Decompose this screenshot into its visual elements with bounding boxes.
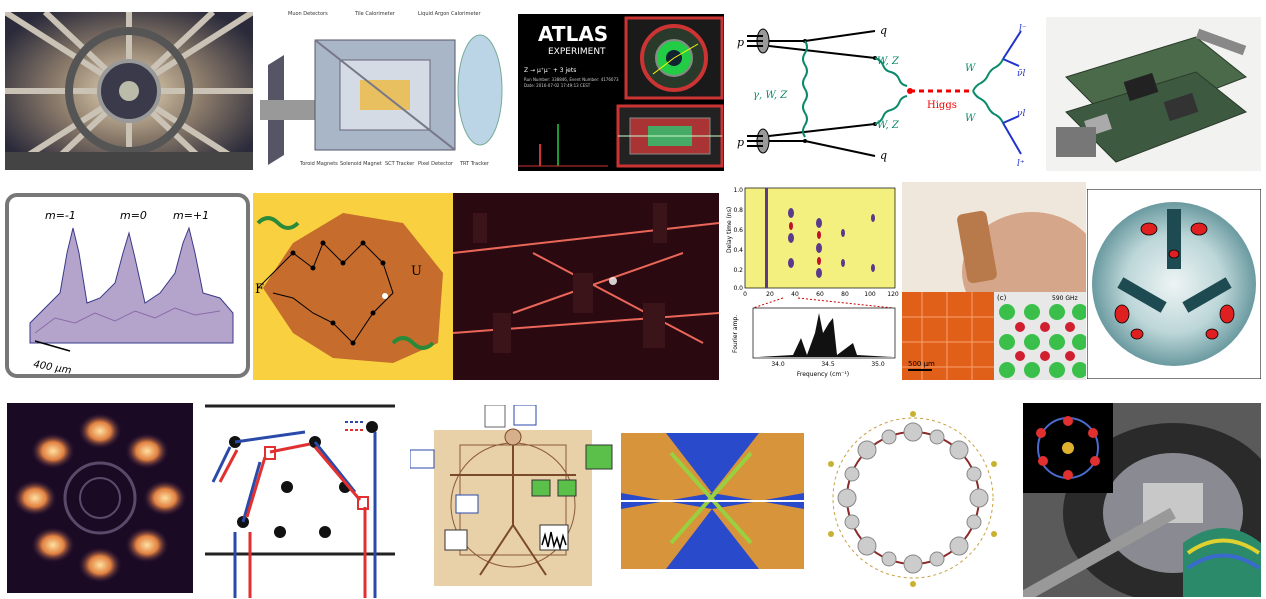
bottom-ylabel: Fourier amp. bbox=[732, 315, 739, 353]
w-top-label: W bbox=[965, 63, 976, 74]
spectrum-chart: Delay time (ns) 1.0 0.8 0.6 0.4 0.2 0.0 … bbox=[723, 183, 901, 380]
higgs-label: Higgs bbox=[927, 100, 957, 111]
solenoid-label: Solenoid Magnet bbox=[340, 161, 382, 167]
xtick-1: 0 bbox=[743, 291, 747, 298]
fractal-spectrum bbox=[621, 433, 804, 569]
molecular-ring-structure bbox=[819, 404, 1007, 592]
atlas-subtitle: EXPERIMENT bbox=[548, 47, 606, 57]
tile-label: Tile Calorimeter bbox=[354, 11, 396, 17]
feynman-diagram-vbf-higgs: p p γ, W, Z W, Z W, Z q q Higgs W W bbox=[735, 16, 1033, 171]
ytick-3: 0.6 bbox=[733, 227, 743, 234]
folding-u-label: U bbox=[411, 264, 422, 279]
w-bottom-label: W bbox=[965, 113, 976, 124]
atlas-date: Date: 2016-07-02 17:49:13 CEST bbox=[524, 83, 591, 88]
atlas-run: Run Number: 338846, Event Number: 417607… bbox=[524, 77, 619, 82]
top-ylabel: Delay time (ns) bbox=[726, 207, 733, 253]
atlas-event-display: ATLAS EXPERIMENT Z → μ⁺μ⁻ + 3 jets Run N… bbox=[518, 14, 724, 171]
lar-label: Liquid Argon Calorimeter bbox=[418, 11, 481, 17]
ytick-6: 0.0 bbox=[733, 285, 743, 292]
bec-density-plot: m=-1 m=0 m=+1 400 μm bbox=[5, 193, 250, 378]
wz-bottom-label: W, Z bbox=[877, 120, 900, 131]
ytick-2: 0.8 bbox=[733, 207, 743, 214]
atlas-cavern-photo bbox=[5, 12, 253, 170]
metamaterial-scale: 500 μm bbox=[908, 360, 935, 368]
atlas-title: ATLAS bbox=[538, 22, 608, 46]
xtick-7: 120 bbox=[887, 291, 899, 298]
pixel-label: Pixel Detector bbox=[418, 161, 454, 167]
proton-bottom-label: p bbox=[737, 136, 744, 149]
neutrino-label: νl bbox=[1017, 109, 1025, 119]
quantum-walk-diagram bbox=[205, 402, 395, 598]
protein-folding-landscape: F U bbox=[253, 193, 453, 380]
antineutrino-label: ν̄l bbox=[1017, 69, 1025, 79]
trt-label: TRT Tracker bbox=[459, 161, 490, 167]
bottom-xtick-1: 34.0 bbox=[771, 361, 785, 368]
xtick-2: 20 bbox=[766, 291, 774, 298]
quark-top-label: q bbox=[880, 24, 887, 37]
xtick-3: 40 bbox=[791, 291, 799, 298]
laser-lab-photo bbox=[453, 193, 719, 380]
optical-vortex-pattern bbox=[7, 403, 193, 593]
cryostat-lab-photo bbox=[1023, 403, 1261, 597]
m-plus-label: m=+1 bbox=[173, 209, 209, 222]
sct-label: SCT Tracker bbox=[385, 161, 415, 167]
quark-bottom-label: q bbox=[880, 149, 887, 162]
m-minus-label: m=-1 bbox=[45, 209, 76, 222]
muon-label: Muon Detectors bbox=[288, 11, 328, 17]
bottom-xlabel: Frequency (cm⁻¹) bbox=[797, 371, 849, 378]
xtick-5: 80 bbox=[841, 291, 849, 298]
diffraction-pattern bbox=[1087, 189, 1261, 379]
xtick-4: 60 bbox=[816, 291, 824, 298]
metamaterial-photo: 500 μm (c) 590 GHz bbox=[902, 182, 1086, 380]
electronics-board-photo bbox=[1046, 17, 1261, 171]
bottom-xtick-3: 35.0 bbox=[871, 361, 885, 368]
ytick-4: 0.4 bbox=[733, 247, 743, 254]
metamaterial-panel: (c) bbox=[997, 294, 1007, 302]
ytick-1: 1.0 bbox=[733, 187, 743, 194]
metamaterial-freq: 590 GHz bbox=[1052, 295, 1078, 302]
lepton-minus-label: l⁻ bbox=[1019, 24, 1027, 34]
vitruvian-signals-collage bbox=[410, 405, 616, 588]
bottom-xtick-2: 34.5 bbox=[821, 361, 835, 368]
lepton-plus-label: l⁺ bbox=[1017, 159, 1025, 169]
toroid-label: Toroid Magnets bbox=[299, 161, 338, 167]
atlas-process: Z → μ⁺μ⁻ + 3 jets bbox=[524, 67, 576, 74]
xtick-6: 100 bbox=[864, 291, 876, 298]
ytick-5: 0.2 bbox=[733, 267, 743, 274]
gauge-label: γ, W, Z bbox=[753, 90, 788, 101]
proton-top-label: p bbox=[737, 36, 744, 49]
folding-f-label: F bbox=[255, 282, 264, 297]
m-zero-label: m=0 bbox=[120, 209, 147, 222]
atlas-detector-diagram: Muon Detectors Tile Calorimeter Liquid A… bbox=[260, 5, 512, 170]
wz-top-label: W, Z bbox=[877, 56, 900, 67]
